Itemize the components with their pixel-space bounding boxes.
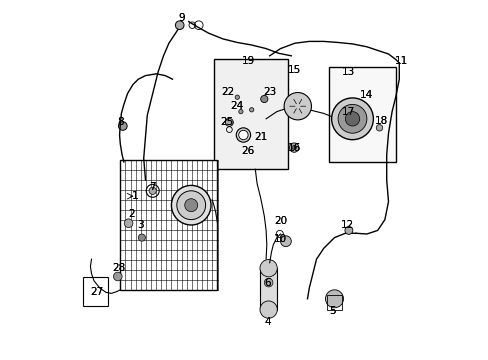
Circle shape — [177, 191, 205, 220]
Circle shape — [225, 118, 233, 126]
Text: 23: 23 — [263, 87, 276, 97]
Text: 4: 4 — [264, 317, 271, 327]
Text: 28: 28 — [112, 263, 125, 273]
Text: 1: 1 — [131, 191, 138, 201]
Circle shape — [118, 122, 127, 130]
Circle shape — [289, 143, 298, 152]
Text: 7: 7 — [149, 182, 156, 192]
Text: 9: 9 — [178, 13, 184, 23]
Circle shape — [331, 98, 373, 140]
Circle shape — [325, 290, 343, 308]
Text: 27: 27 — [90, 287, 103, 297]
Circle shape — [375, 125, 382, 131]
Text: 28: 28 — [112, 263, 125, 273]
Circle shape — [260, 301, 277, 318]
Circle shape — [344, 226, 352, 234]
Circle shape — [175, 21, 183, 30]
Text: 3: 3 — [137, 220, 143, 230]
Text: 13: 13 — [342, 67, 355, 77]
Circle shape — [138, 234, 145, 241]
Text: 21: 21 — [254, 132, 267, 142]
Text: 4: 4 — [264, 317, 271, 327]
Bar — [260, 268, 277, 310]
Text: 9: 9 — [178, 13, 184, 23]
Text: 3: 3 — [137, 220, 143, 230]
Circle shape — [345, 112, 359, 126]
Text: 20: 20 — [273, 216, 286, 226]
Circle shape — [260, 95, 267, 103]
Circle shape — [337, 104, 366, 133]
Text: 26: 26 — [241, 146, 254, 156]
Text: 5: 5 — [329, 306, 335, 316]
Text: 14: 14 — [360, 90, 373, 100]
Circle shape — [238, 109, 243, 114]
Text: 14: 14 — [360, 90, 373, 100]
Text: 11: 11 — [394, 56, 407, 66]
Circle shape — [124, 219, 133, 228]
Bar — [326, 295, 341, 310]
Text: 19: 19 — [241, 56, 254, 66]
Circle shape — [264, 278, 272, 287]
Text: 18: 18 — [374, 116, 387, 126]
Text: 16: 16 — [288, 143, 301, 153]
Text: 24: 24 — [230, 101, 244, 111]
Text: 6: 6 — [264, 278, 271, 288]
Text: 15: 15 — [288, 65, 301, 75]
Text: 25: 25 — [220, 117, 233, 127]
Text: 16: 16 — [288, 143, 301, 153]
Circle shape — [238, 130, 247, 140]
Text: 18: 18 — [374, 116, 387, 126]
Circle shape — [291, 145, 296, 150]
Text: 2: 2 — [127, 209, 134, 219]
Text: 15: 15 — [288, 65, 301, 75]
Bar — [328, 67, 395, 162]
Text: 8: 8 — [117, 117, 123, 127]
Text: 19: 19 — [241, 56, 254, 66]
Text: 17: 17 — [342, 107, 355, 117]
Text: 2: 2 — [127, 209, 134, 219]
Text: 7: 7 — [149, 182, 156, 192]
Text: 27: 27 — [90, 287, 103, 297]
Text: 13: 13 — [342, 67, 355, 77]
Text: 22: 22 — [221, 87, 234, 97]
Circle shape — [284, 93, 311, 120]
Text: 10: 10 — [273, 234, 286, 244]
Bar — [120, 160, 217, 290]
Circle shape — [235, 95, 239, 99]
Circle shape — [184, 199, 197, 212]
Text: 20: 20 — [273, 216, 286, 226]
Text: 23: 23 — [263, 87, 276, 97]
Text: 12: 12 — [340, 220, 353, 230]
Bar — [213, 59, 287, 169]
Text: 1: 1 — [131, 191, 138, 201]
Circle shape — [280, 236, 291, 247]
Text: 8: 8 — [117, 117, 123, 127]
Circle shape — [236, 128, 250, 142]
Text: 24: 24 — [230, 101, 244, 111]
Circle shape — [171, 185, 211, 225]
Text: 5: 5 — [329, 306, 335, 316]
Text: 25: 25 — [220, 117, 233, 127]
Text: 21: 21 — [254, 132, 267, 142]
Text: 22: 22 — [221, 87, 234, 97]
Text: 12: 12 — [340, 220, 353, 230]
Text: 26: 26 — [241, 146, 254, 156]
Circle shape — [113, 272, 122, 281]
Text: 17: 17 — [342, 107, 355, 117]
Circle shape — [260, 260, 277, 277]
Text: 6: 6 — [264, 278, 271, 288]
Text: 10: 10 — [273, 234, 286, 244]
Circle shape — [149, 187, 156, 194]
Circle shape — [249, 108, 253, 112]
Bar — [82, 277, 107, 306]
Text: 11: 11 — [394, 56, 407, 66]
